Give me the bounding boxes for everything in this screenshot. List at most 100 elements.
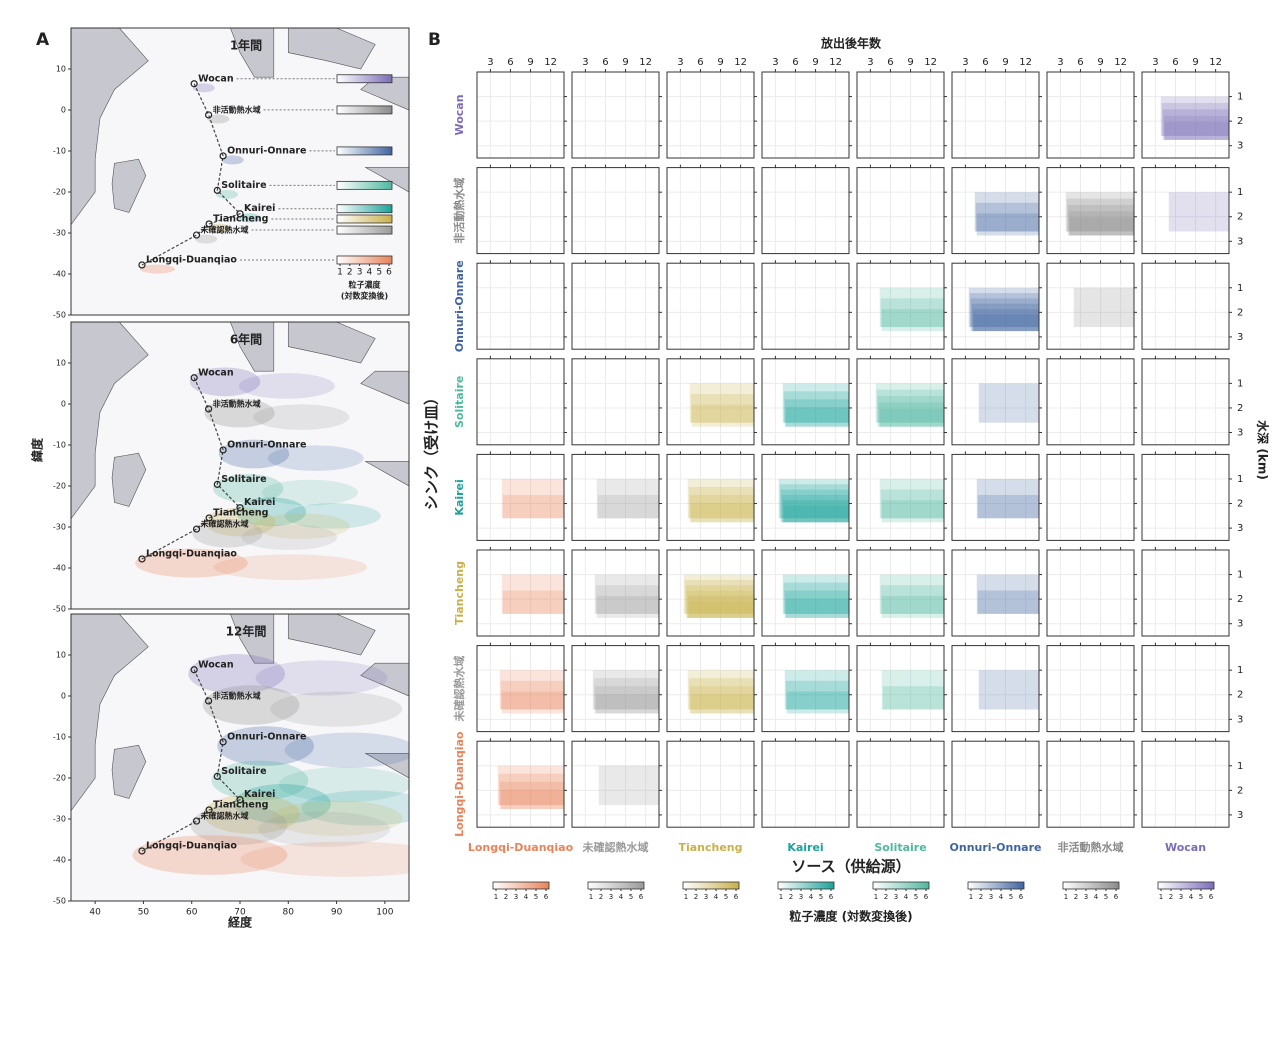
concentration-layer — [879, 574, 944, 614]
colorbar-tick-label: 2 — [1169, 893, 1173, 901]
concentration-layer — [1073, 287, 1134, 328]
concentration-layer — [687, 478, 754, 519]
cell-frame — [856, 740, 945, 828]
cell — [1142, 167, 1229, 254]
colorbar-tick-label: 1 — [589, 893, 593, 901]
concentration-layer — [881, 670, 944, 710]
cell-frame — [1141, 358, 1230, 446]
y-tick-label: 2 — [1237, 212, 1243, 223]
site-label: Onnuri-Onnare — [227, 439, 306, 450]
colorbar-tick-label: 2 — [599, 893, 603, 901]
y-tick-label: 3 — [1237, 141, 1243, 152]
y-tick-label: -40 — [53, 564, 66, 573]
cell — [762, 741, 849, 828]
cell-frame — [1046, 167, 1135, 255]
concentration-layer — [976, 574, 1039, 614]
cell-frame — [476, 167, 565, 255]
dispersion-cloud — [211, 760, 309, 801]
cell-frame — [476, 262, 565, 350]
concentration-layer — [879, 478, 944, 519]
cell — [1142, 72, 1229, 158]
site-marker — [205, 220, 213, 228]
colorbar-tick-label: 6 — [1114, 893, 1119, 901]
x-tick-label: 3 — [962, 57, 968, 68]
cell-frame — [761, 645, 850, 733]
x-tick-label: 12 — [639, 57, 652, 68]
x-tick-label: 9 — [907, 57, 913, 68]
colorbar-tick-label: 1 — [684, 893, 688, 901]
colorbar-tick-label: 3 — [989, 893, 993, 901]
x-tick-label: 3 — [1057, 57, 1063, 68]
site-marker — [219, 152, 227, 160]
concentration-layer — [878, 402, 944, 427]
concentration-layer — [784, 399, 849, 427]
concentration-layer — [499, 781, 564, 810]
y-tick-label: -40 — [53, 856, 66, 865]
cell-frame — [951, 167, 1040, 255]
cell — [762, 645, 849, 732]
y-tick-label: -20 — [53, 188, 66, 197]
cell — [1047, 454, 1134, 541]
concentration-layer — [690, 502, 754, 523]
cell — [952, 358, 1039, 445]
cell — [572, 263, 659, 350]
cell-frame — [666, 645, 755, 733]
colorbar — [1157, 881, 1215, 890]
land — [230, 322, 275, 372]
column-label: Solitaire — [874, 841, 926, 854]
y-tick-label: 2 — [1237, 116, 1243, 127]
cell — [1047, 645, 1134, 732]
concentration-layer — [1068, 211, 1134, 236]
cell — [667, 741, 754, 828]
dispersion-cloud — [202, 685, 300, 725]
x-tick-label: 6 — [507, 57, 513, 68]
site-marker — [138, 555, 146, 563]
dispersion-cloud — [213, 474, 284, 503]
site-label: Kairei — [244, 497, 275, 508]
y-tick-label: -50 — [53, 897, 66, 906]
concentration-layer — [875, 383, 944, 423]
concentration-layer — [880, 489, 944, 519]
concentration-layer — [501, 574, 564, 614]
cell-frame — [856, 645, 945, 733]
row-axis-label: シンク（受け皿） — [423, 390, 441, 510]
concentration-layer — [500, 789, 564, 810]
x-tick-label: 80 — [283, 908, 295, 918]
land — [71, 28, 149, 226]
map-layer — [71, 28, 409, 274]
land — [230, 28, 275, 78]
row-label: 未確認熱水域 — [452, 656, 466, 723]
x-axis-label: 経度 — [228, 915, 253, 930]
cell-frame — [571, 358, 660, 446]
concentration-layer — [881, 500, 944, 523]
cell-frame — [951, 549, 1040, 637]
concentration-layer — [973, 314, 1039, 332]
x-tick-label: 9 — [1097, 57, 1103, 68]
y-tick-label: 1 — [1237, 761, 1243, 772]
x-tick-label: 9 — [1192, 57, 1198, 68]
column-label: 未確認熱水域 — [582, 840, 649, 854]
site-label: Kairei — [244, 789, 275, 800]
dispersion-cloud — [241, 524, 338, 551]
colorbar-tick-label: 4 — [1094, 893, 1099, 901]
concentration-layer — [502, 590, 564, 614]
y-tick-label: -10 — [53, 441, 66, 450]
colorbar-tick-label: 3 — [1179, 893, 1183, 901]
concentration-layer — [877, 396, 944, 427]
concentration-layer — [1162, 109, 1229, 140]
cell — [572, 358, 659, 445]
colorbar-tick-label: 2 — [979, 893, 983, 901]
concentration-layer — [595, 585, 659, 614]
map-frame — [70, 27, 410, 316]
y-tick-label: -10 — [53, 733, 66, 742]
cell-frame — [951, 71, 1040, 159]
y-tick-label: 3 — [1237, 523, 1243, 534]
site-marker — [190, 374, 198, 382]
x-tick-label: 3 — [487, 57, 493, 68]
colorbar-tick-label: 3 — [894, 893, 898, 901]
row-label: 非活動熱水域 — [452, 178, 466, 244]
cell-frame — [1141, 740, 1230, 828]
colorbar-tick-label: 3 — [704, 893, 708, 901]
dispersion-cloud — [235, 497, 307, 527]
x-tick-label: 6 — [982, 57, 988, 68]
